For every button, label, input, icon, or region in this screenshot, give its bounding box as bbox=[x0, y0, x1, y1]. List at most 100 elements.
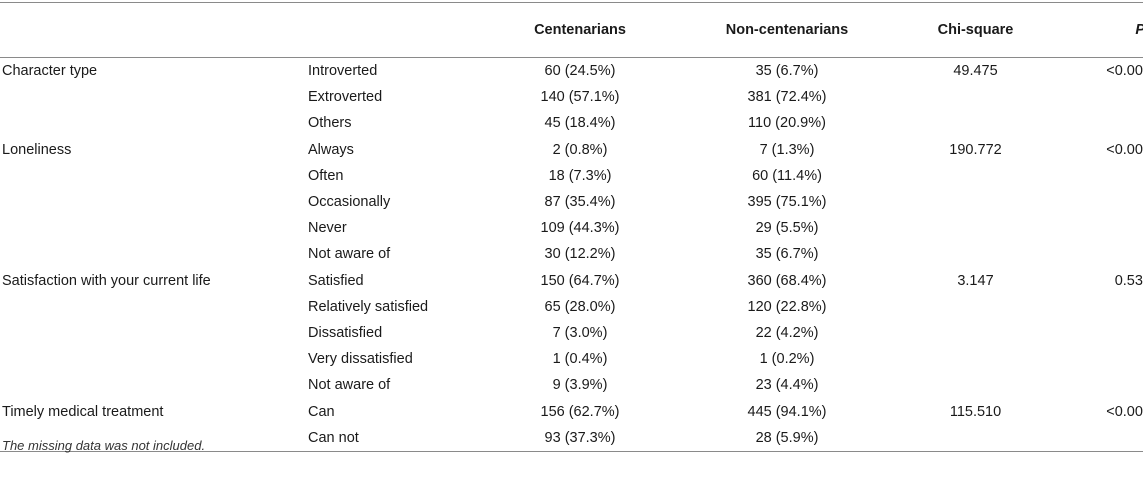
cell-category: Others bbox=[308, 115, 352, 132]
cell-non-centenarians: 29 (5.5%) bbox=[755, 220, 819, 237]
cell-non-centenarians: 1 (0.2%) bbox=[759, 351, 815, 368]
cell-chi-square bbox=[898, 424, 1053, 452]
cell-chi-square bbox=[898, 110, 1053, 136]
cell-centenarians: 18 (7.3%) bbox=[548, 167, 612, 184]
cell-variable bbox=[0, 84, 308, 110]
cell-centenarians: 140 (57.1%) bbox=[540, 89, 620, 106]
cell-centenarians: 87 (35.4%) bbox=[544, 194, 616, 211]
cell-centenarians: 65 (28.0%) bbox=[544, 298, 616, 315]
table-row: Never 109 (44.3%) 29 (5.5%) bbox=[0, 215, 1143, 241]
table-row: Occasionally 87 (35.4%) 395 (75.1%) bbox=[0, 189, 1143, 215]
header-row: Centenarians Non-centenarians Chi-square… bbox=[0, 2, 1143, 58]
data-table: Centenarians Non-centenarians Chi-square… bbox=[0, 2, 1143, 452]
cell-non-centenarians: 7 (1.3%) bbox=[759, 141, 815, 158]
cell-category: Not aware of bbox=[308, 246, 391, 263]
cell-variable bbox=[0, 372, 308, 398]
cell-non-centenarians: 395 (75.1%) bbox=[747, 194, 827, 211]
cell-variable bbox=[0, 346, 308, 372]
cell-non-centenarians: 120 (22.8%) bbox=[747, 298, 827, 315]
cell-centenarians: 9 (3.9%) bbox=[552, 377, 608, 394]
cell-p bbox=[1053, 215, 1143, 241]
cell-variable: Character type bbox=[2, 63, 98, 80]
cell-variable: Satisfaction with your current life bbox=[2, 272, 211, 289]
cell-non-centenarians: 381 (72.4%) bbox=[747, 89, 827, 106]
cell-variable: Timely medical treatment bbox=[2, 403, 164, 420]
cell-category: Occasionally bbox=[308, 194, 391, 211]
cell-centenarians: 30 (12.2%) bbox=[544, 246, 616, 263]
cell-chi-square bbox=[898, 163, 1053, 189]
cell-p: 0.533 bbox=[1114, 272, 1143, 289]
header-variable bbox=[0, 2, 308, 58]
table-row: Extroverted 140 (57.1%) 381 (72.4%) bbox=[0, 84, 1143, 110]
cell-p bbox=[1053, 163, 1143, 189]
table-row: Satisfaction with your current life Satis… bbox=[0, 268, 1143, 294]
cell-centenarians: 150 (64.7%) bbox=[540, 272, 620, 289]
cell-non-centenarians: 35 (6.7%) bbox=[755, 63, 819, 80]
table-row: Character type Introverted 60 (24.5%) 35 (6… bbox=[0, 58, 1143, 85]
cell-chi-square: 115.510 bbox=[949, 403, 1002, 420]
cell-chi-square bbox=[898, 346, 1053, 372]
cell-p bbox=[1053, 320, 1143, 346]
header-p: P bbox=[1053, 2, 1143, 58]
cell-variable bbox=[0, 241, 308, 267]
cell-centenarians: 1 (0.4%) bbox=[552, 351, 608, 368]
cell-p bbox=[1053, 241, 1143, 267]
cell-non-centenarians: 60 (11.4%) bbox=[752, 167, 822, 184]
header-non-centenarians: Non-centenarians bbox=[676, 2, 898, 58]
cell-category: Extroverted bbox=[308, 89, 383, 106]
cell-centenarians: 156 (62.7%) bbox=[540, 403, 620, 420]
cell-chi-square bbox=[898, 189, 1053, 215]
cell-non-centenarians: 35 (6.7%) bbox=[755, 246, 819, 263]
cell-category: Often bbox=[308, 167, 344, 184]
header-category bbox=[308, 2, 484, 58]
table-row: Very dissatisfied 1 (0.4%) 1 (0.2%) bbox=[0, 346, 1143, 372]
cell-non-centenarians: 28 (5.9%) bbox=[676, 424, 898, 452]
header-centenarians: Centenarians bbox=[484, 2, 676, 58]
cell-chi-square bbox=[898, 320, 1053, 346]
cell-variable bbox=[0, 189, 308, 215]
table-row: Not aware of 9 (3.9%) 23 (4.4%) bbox=[0, 372, 1143, 398]
cell-non-centenarians: 360 (68.4%) bbox=[747, 272, 827, 289]
cell-chi-square: 49.475 bbox=[953, 63, 998, 80]
cell-variable bbox=[0, 163, 308, 189]
cell-p bbox=[1053, 424, 1143, 452]
cell-variable bbox=[0, 215, 308, 241]
cell-centenarians: 60 (24.5%) bbox=[544, 63, 616, 80]
table-row: Often 18 (7.3%) 60 (11.4%) bbox=[0, 163, 1143, 189]
header-chi-square: Chi-square bbox=[898, 2, 1053, 58]
cell-category: Never bbox=[308, 220, 347, 237]
table-row: Relatively satisfied 65 (28.0%) 120 (22.8%… bbox=[0, 294, 1143, 320]
cell-chi-square bbox=[898, 215, 1053, 241]
cell-centenarians: 109 (44.3%) bbox=[540, 220, 620, 237]
cell-chi-square: 190.772 bbox=[949, 141, 1002, 158]
table-body: Character type Introverted 60 (24.5%) 35 (6… bbox=[0, 58, 1143, 452]
cell-category: Can not bbox=[308, 424, 484, 452]
cell-variable bbox=[0, 294, 308, 320]
cell-centenarians: 45 (18.4%) bbox=[544, 115, 616, 132]
cell-variable bbox=[0, 424, 308, 452]
cell-category: Very dissatisfied bbox=[308, 351, 413, 368]
cell-chi-square: 3.147 bbox=[957, 272, 994, 289]
table-footnote: The missing data was not included. bbox=[2, 438, 206, 453]
cell-category: Dissatisfied bbox=[308, 324, 383, 341]
cell-non-centenarians: 22 (4.2%) bbox=[755, 324, 819, 341]
cell-category: Always bbox=[308, 141, 354, 158]
cell-centenarians: 2 (0.8%) bbox=[552, 141, 608, 158]
cell-category: Relatively satisfied bbox=[308, 298, 429, 315]
cell-category: Satisfied bbox=[308, 272, 364, 289]
cell-chi-square bbox=[898, 84, 1053, 110]
cell-variable bbox=[0, 320, 308, 346]
cell-p bbox=[1053, 84, 1143, 110]
cell-p: <0.001 bbox=[1106, 141, 1143, 158]
cell-chi-square bbox=[898, 241, 1053, 267]
table-row: Not aware of 30 (12.2%) 35 (6.7%) bbox=[0, 241, 1143, 267]
cell-non-centenarians: 23 (4.4%) bbox=[755, 377, 819, 394]
cell-category: Not aware of bbox=[308, 377, 391, 394]
cell-p bbox=[1053, 294, 1143, 320]
table-row: Others 45 (18.4%) 110 (20.9%) bbox=[0, 110, 1143, 136]
table-row: Timely medical treatment Can 156 (62.7%) 44… bbox=[0, 398, 1143, 424]
cell-p bbox=[1053, 189, 1143, 215]
cell-chi-square bbox=[898, 372, 1053, 398]
cell-non-centenarians: 445 (94.1%) bbox=[747, 403, 827, 420]
